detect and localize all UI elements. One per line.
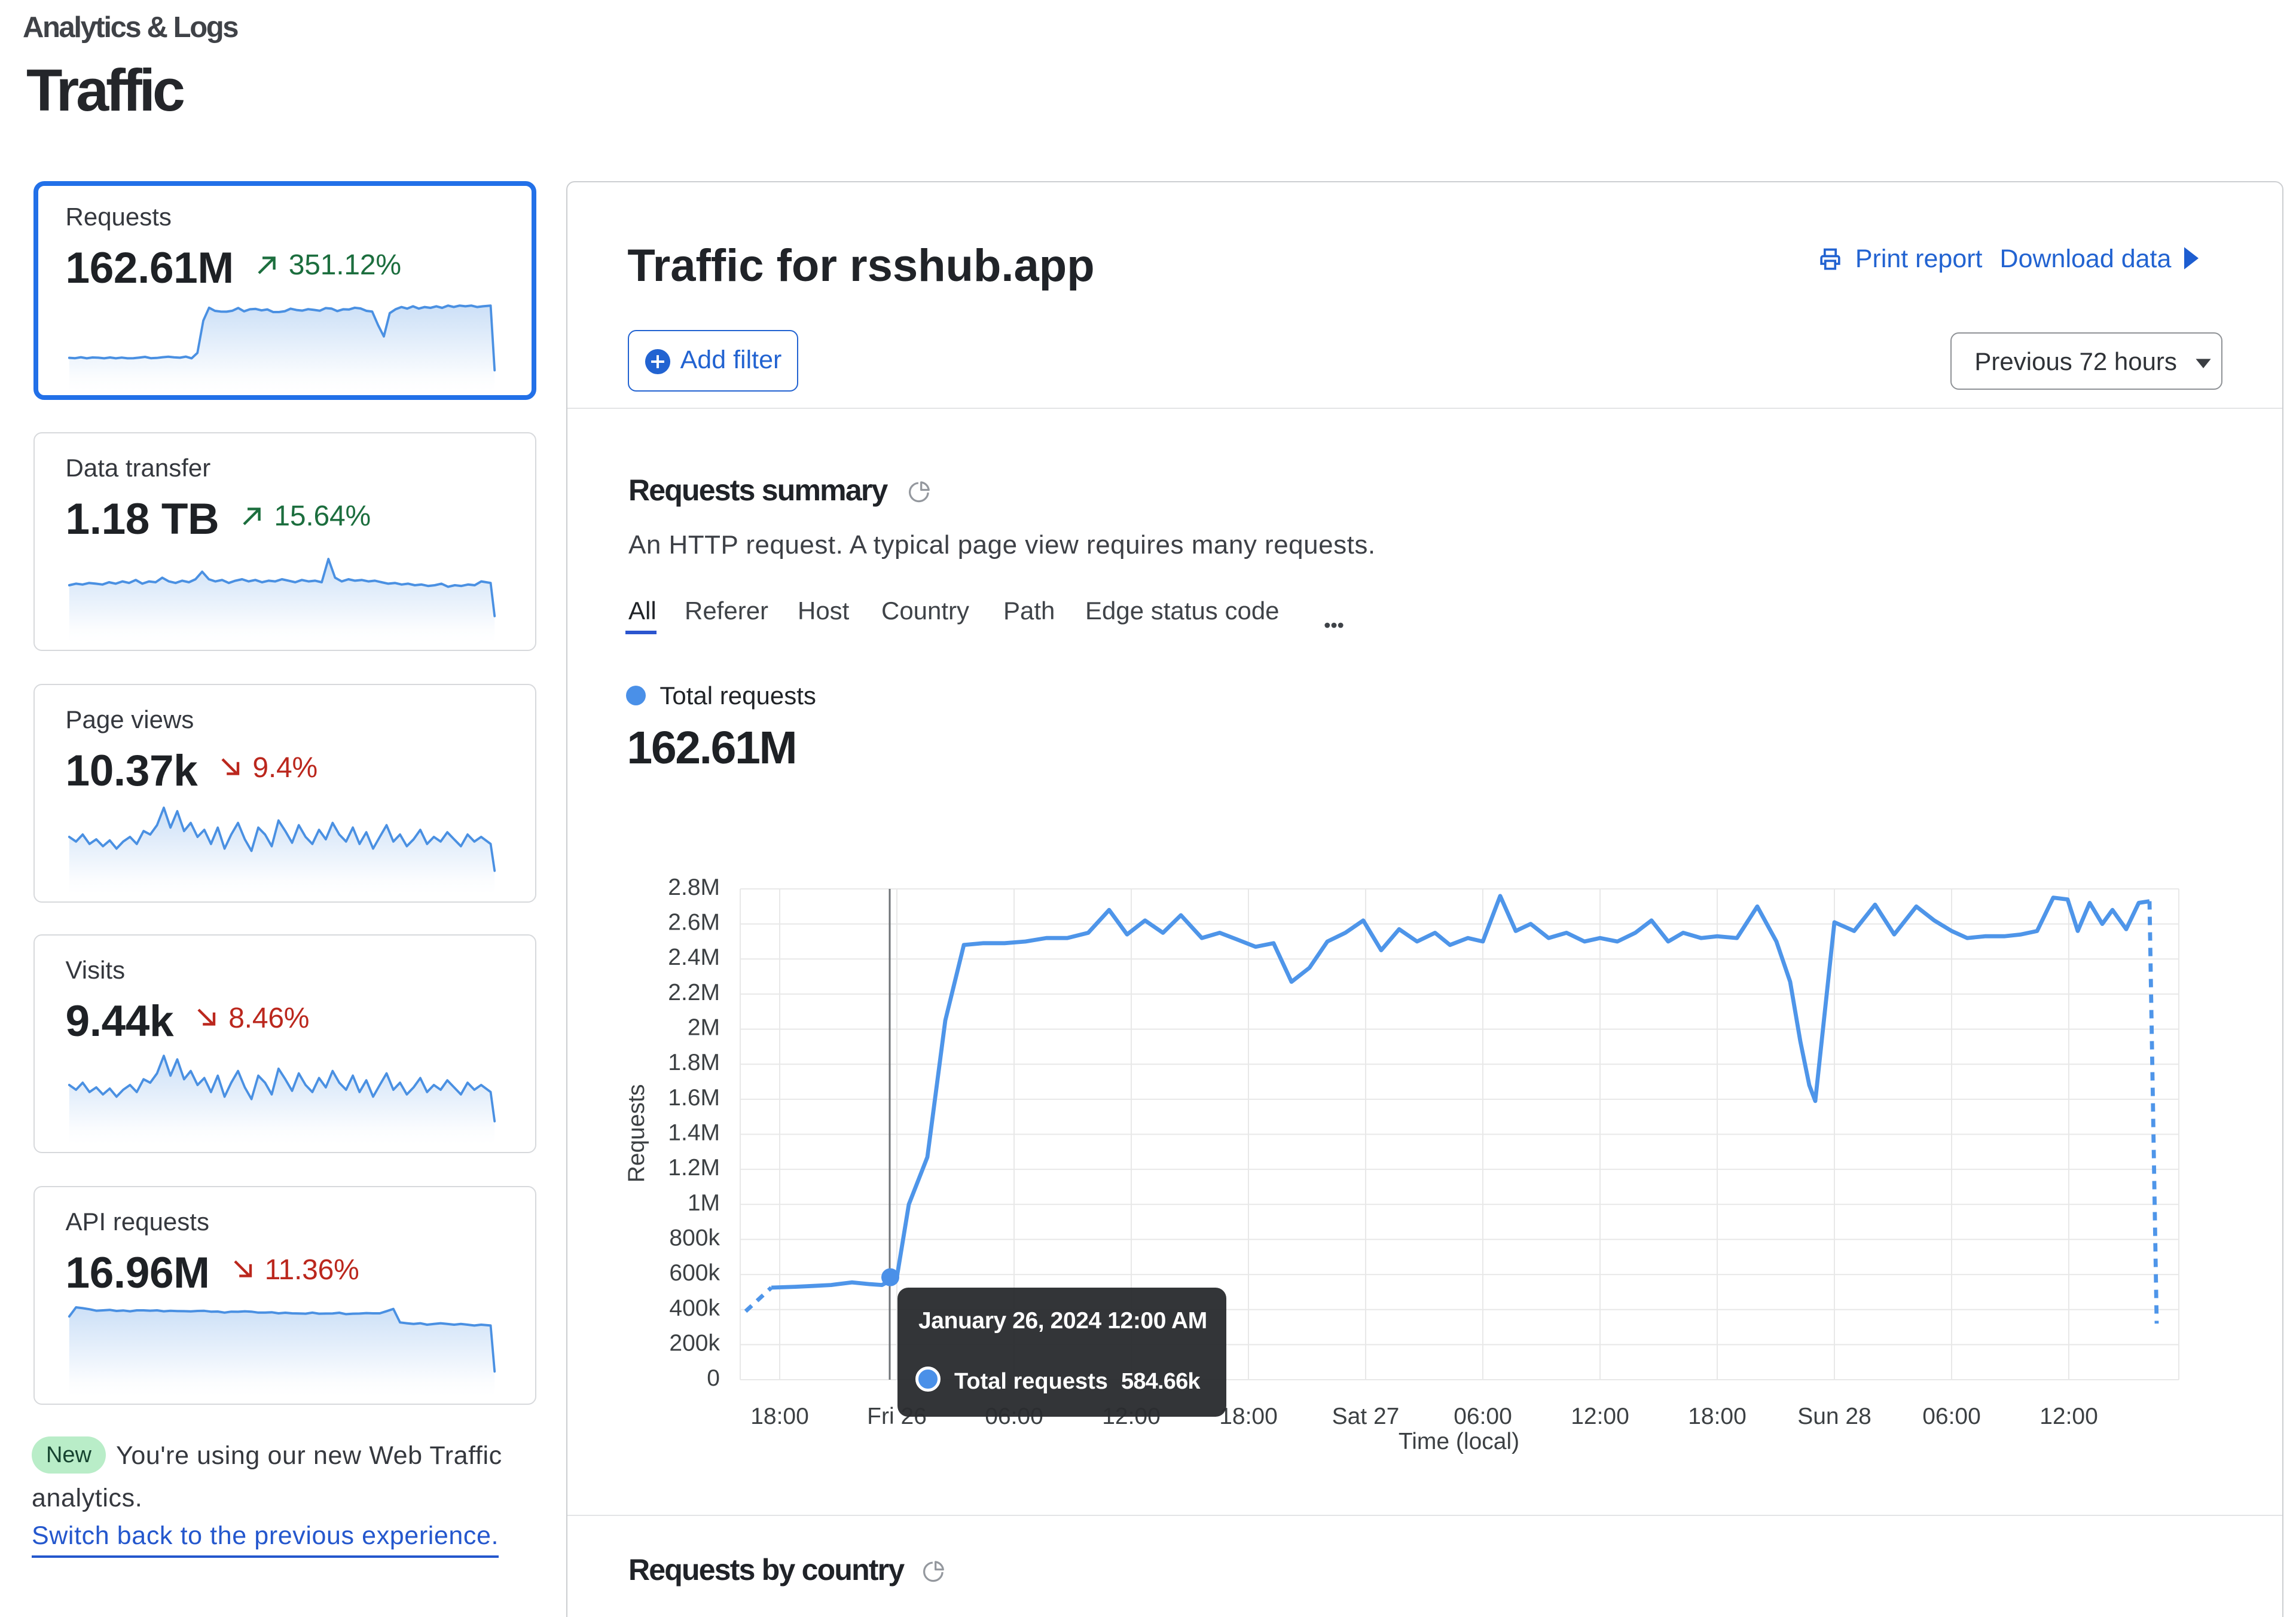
svg-text:12:00: 12:00 bbox=[1571, 1404, 1629, 1429]
svg-text:Requests: Requests bbox=[624, 1084, 649, 1183]
svg-text:1M: 1M bbox=[688, 1190, 720, 1216]
svg-text:1.2M: 1.2M bbox=[668, 1155, 720, 1181]
svg-text:1.4M: 1.4M bbox=[668, 1120, 720, 1146]
svg-text:18:00: 18:00 bbox=[1219, 1404, 1278, 1429]
svg-text:12:00: 12:00 bbox=[2039, 1404, 2098, 1429]
svg-text:Sat 27: Sat 27 bbox=[1332, 1404, 1400, 1429]
svg-text:600k: 600k bbox=[669, 1260, 720, 1286]
svg-text:2M: 2M bbox=[688, 1015, 720, 1041]
svg-text:2.6M: 2.6M bbox=[668, 910, 720, 936]
svg-text:2.4M: 2.4M bbox=[668, 944, 720, 970]
svg-text:800k: 800k bbox=[669, 1225, 720, 1251]
svg-text:Time (local): Time (local) bbox=[1399, 1429, 1519, 1454]
svg-text:18:00: 18:00 bbox=[1688, 1404, 1747, 1429]
svg-text:200k: 200k bbox=[669, 1330, 720, 1356]
svg-text:2.2M: 2.2M bbox=[668, 980, 720, 1005]
svg-text:Sun 28: Sun 28 bbox=[1797, 1404, 1871, 1429]
svg-text:2.8M: 2.8M bbox=[668, 875, 720, 900]
svg-text:1.8M: 1.8M bbox=[668, 1050, 720, 1075]
svg-text:1.6M: 1.6M bbox=[668, 1085, 720, 1111]
svg-text:18:00: 18:00 bbox=[750, 1404, 809, 1429]
svg-text:06:00: 06:00 bbox=[1454, 1404, 1512, 1429]
svg-text:400k: 400k bbox=[669, 1295, 720, 1321]
svg-text:0: 0 bbox=[707, 1365, 720, 1391]
svg-text:06:00: 06:00 bbox=[1922, 1404, 1981, 1429]
